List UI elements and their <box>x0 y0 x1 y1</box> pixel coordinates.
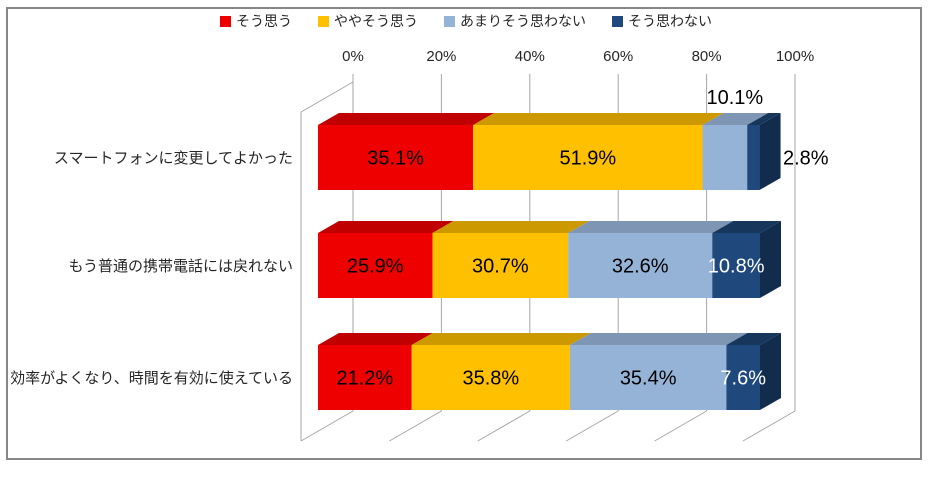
wall-top-edge <box>300 81 354 113</box>
legend-swatch-somewhat-disagree-icon <box>444 15 455 27</box>
data-label: 25.9% <box>347 256 404 278</box>
data-label: 35.1% <box>367 148 424 170</box>
legend-label: そう思う <box>236 13 292 29</box>
bar-segment-top-face <box>702 113 769 125</box>
axis-tick-label: 100% <box>776 48 814 65</box>
legend-label: そう思わない <box>628 13 712 29</box>
chart-legend: そう思う ややそう思う あまりそう思わない そう思わない <box>0 11 932 31</box>
bar-segment-top-face <box>712 221 781 233</box>
gridline-floor <box>565 410 619 442</box>
data-label: 21.2% <box>336 368 393 390</box>
category-label: 効率がよくなり、時間を有効に使えている <box>10 370 293 387</box>
legend-swatch-disagree-icon <box>612 15 623 27</box>
bar-segment <box>318 345 412 410</box>
legend-label: あまりそう思わない <box>460 13 586 29</box>
legend-label: ややそう思う <box>334 13 418 29</box>
gridline-floor <box>300 410 354 442</box>
data-label: 10.8% <box>708 256 765 278</box>
data-label: 2.8% <box>783 148 829 170</box>
bar-segment <box>318 233 433 298</box>
data-label: 35.4% <box>620 368 677 390</box>
bar-segment-top-face <box>569 333 748 345</box>
legend-item-somewhat-agree: ややそう思う <box>318 11 418 31</box>
legend-swatch-agree-icon <box>220 15 231 27</box>
axis-tick-label: 60% <box>603 48 633 65</box>
legend-item-disagree: そう思わない <box>612 11 712 31</box>
bar-segment-top-face <box>726 333 781 345</box>
legend-swatch-somewhat-agree-icon <box>318 15 329 27</box>
data-label: 32.6% <box>612 256 669 278</box>
gridline-floor <box>477 410 531 442</box>
bar-segment <box>318 125 474 190</box>
bar-segment-top-face <box>747 113 781 125</box>
bar-segment-side-face <box>760 333 781 410</box>
gridline-floor <box>742 410 796 442</box>
data-label: 51.9% <box>559 148 616 170</box>
bar-segment-top-face <box>318 221 454 233</box>
axis-tick-label: 80% <box>692 48 722 65</box>
bar-segment-side-face <box>760 221 781 298</box>
bar-segment <box>702 125 748 190</box>
axis-tick-label: 40% <box>515 48 545 65</box>
bar-segment-side-face <box>759 113 781 190</box>
data-label: 30.7% <box>472 256 529 278</box>
data-label: 10.1% <box>707 87 764 109</box>
bar-segment-top-face <box>473 113 724 125</box>
category-label: もう普通の携帯電話には戻れない <box>68 258 293 275</box>
bar-segment <box>473 125 703 190</box>
bar-segment <box>726 345 760 410</box>
bar-segment <box>569 345 727 410</box>
legend-item-agree: そう思う <box>220 11 292 31</box>
category-label: スマートフォンに変更してよかった <box>54 150 293 167</box>
legend-item-somewhat-disagree: あまりそう思わない <box>444 11 586 31</box>
bar-segment <box>568 233 713 298</box>
axis-tick-label: 0% <box>342 48 364 65</box>
gridline-floor <box>654 410 707 442</box>
bar-segment <box>432 233 569 298</box>
bar-segment-top-face <box>411 333 591 345</box>
bar-segment <box>747 125 760 190</box>
bar-segment <box>411 345 570 410</box>
bar-segment-top-face <box>568 221 734 233</box>
gridline-floor <box>389 410 442 442</box>
data-label: 35.8% <box>462 368 519 390</box>
bar-segment <box>712 233 760 298</box>
bar-segment-top-face <box>318 333 433 345</box>
data-label: 7.6% <box>720 368 766 390</box>
bar-segment-top-face <box>318 113 495 125</box>
axis-tick-label: 20% <box>426 48 456 65</box>
bar-segment-top-face <box>432 221 590 233</box>
